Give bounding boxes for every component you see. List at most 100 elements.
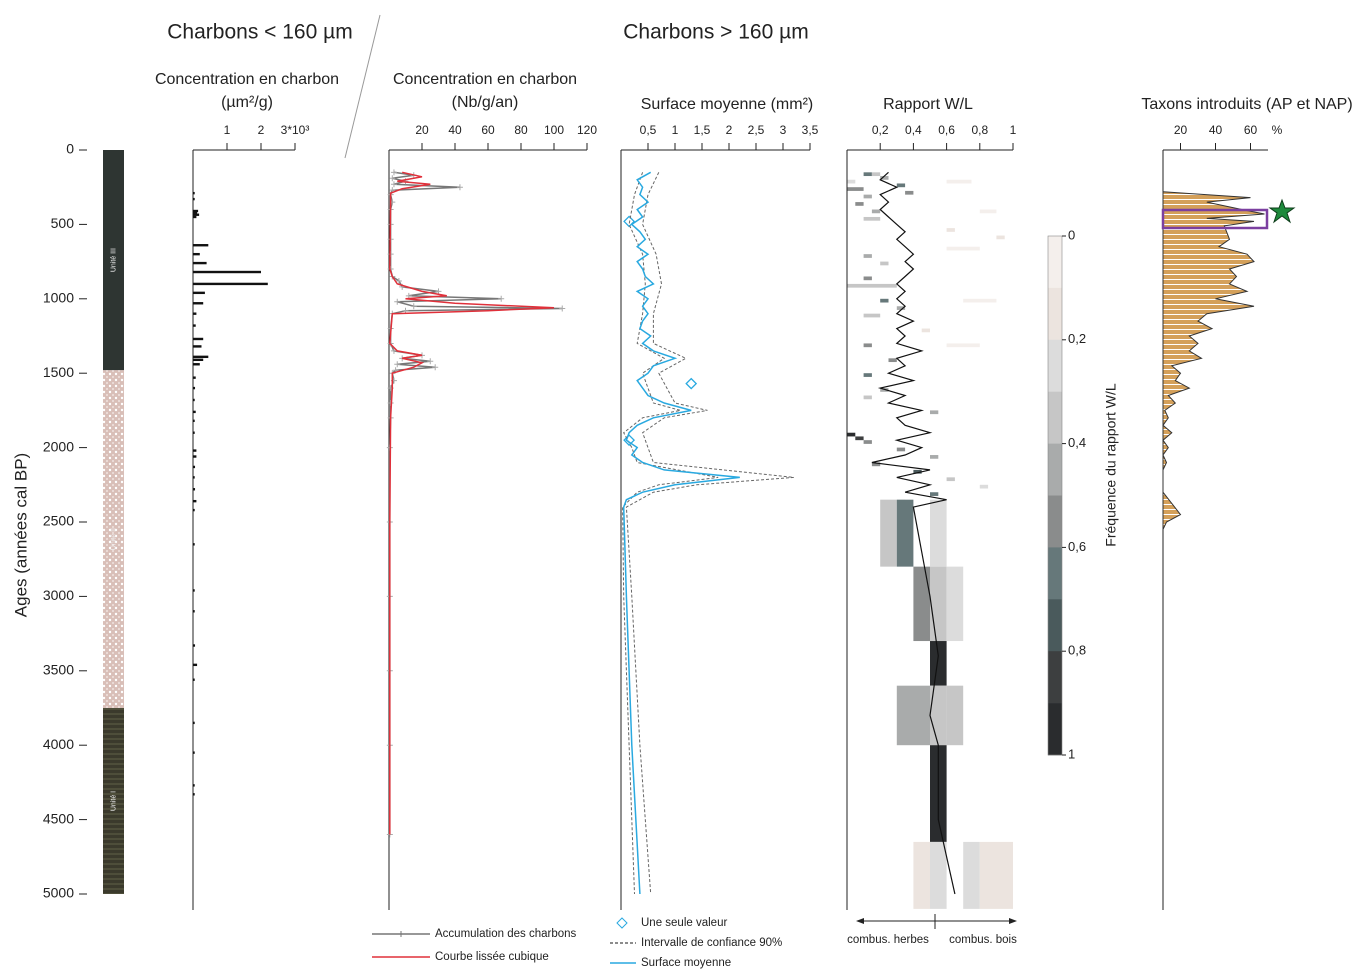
point-marker (389, 175, 396, 182)
heatmap-cell (896, 499, 914, 567)
legend-label: Intervalle de confiance 90% (641, 937, 782, 949)
panel-title: Surface moyenne (mm²) (641, 96, 814, 113)
panel-title: Rapport W/L (883, 96, 973, 113)
heatmap-cell (930, 499, 947, 567)
series-line (389, 171, 563, 835)
heatmap (847, 172, 1013, 909)
colorbar-tick-label: 0,6 (1068, 539, 1086, 554)
heatmap-cell (863, 313, 881, 318)
colorbar-tick-label: 0 (1068, 227, 1075, 242)
y-tick-label: 1000 (43, 290, 74, 306)
bar (193, 191, 195, 195)
y-axis-title: Ages (années cal BP) (11, 453, 30, 617)
heatmap-cell (963, 841, 980, 909)
point-marker (432, 364, 439, 371)
bar (193, 449, 197, 452)
heatmap-cell (946, 566, 964, 642)
heatmap-cell (847, 432, 856, 437)
bar (193, 488, 196, 491)
bar (193, 499, 197, 503)
bar (193, 337, 204, 341)
bar (193, 476, 195, 479)
x-tick-label: 120 (577, 123, 597, 137)
bar (193, 610, 195, 613)
legend-label: Courbe lissée cubique (435, 951, 549, 963)
heatmap-cell (996, 235, 1005, 240)
x-tick-label: 0,8 (971, 123, 988, 137)
heatmap-cell (863, 254, 872, 258)
single-value-marker (623, 215, 636, 228)
y-tick-label: 2500 (43, 513, 74, 529)
x-tick-label: 1 (672, 123, 679, 137)
confidence-bound (625, 172, 794, 895)
series-line (389, 171, 555, 835)
x-tick-label: 40 (1209, 123, 1223, 137)
heatmap-cell (863, 343, 872, 348)
heatmap-cell (863, 194, 872, 199)
x-tick-label: 0,6 (938, 123, 955, 137)
bar (193, 721, 195, 725)
legend-marker (616, 917, 628, 929)
x-tick-label: 60 (481, 123, 495, 137)
panel-title: Concentration en charbon (155, 71, 339, 88)
x-tick-label: 60 (1244, 123, 1258, 137)
colorbar-swatch (1048, 495, 1062, 548)
heatmap-cell (896, 447, 906, 452)
heatmap-cell (930, 566, 947, 642)
heatmap-cell (847, 187, 864, 191)
bar (193, 197, 195, 201)
bar (193, 282, 268, 286)
point-marker (559, 305, 566, 312)
heatmap-cell (946, 685, 964, 746)
heatmap-cell (930, 841, 947, 909)
bar (193, 291, 205, 295)
bar (193, 209, 199, 213)
bar (193, 244, 209, 247)
heatmap-cell (863, 373, 872, 377)
x-tick-label: 3,5 (802, 123, 819, 137)
bar (193, 270, 261, 274)
panel-title: Taxons introduits (AP et NAP) (1141, 96, 1352, 113)
arrow-head (1009, 918, 1017, 924)
heatmap-cell (880, 261, 889, 266)
x-tick-label: 100 (544, 123, 564, 137)
bar (193, 543, 195, 546)
x-tick-label: 1 (224, 123, 231, 137)
y-tick-label: 2000 (43, 438, 74, 454)
stratum-label: Unité II (110, 528, 117, 550)
bar (193, 784, 195, 787)
bar (193, 508, 195, 512)
bar (193, 410, 196, 414)
x-tick-label: 1 (1010, 123, 1017, 137)
point-marker (390, 169, 397, 176)
bar (193, 663, 198, 667)
y-tick-label: 3000 (43, 587, 74, 603)
x-tick-label: 20 (415, 123, 429, 137)
x-tick-label: 2 (258, 123, 265, 137)
y-tick-label: 1500 (43, 364, 74, 380)
annotation: combus. herbes (847, 934, 929, 946)
stratum (103, 150, 124, 371)
heatmap-cell (930, 641, 947, 686)
series-line (622, 171, 740, 895)
heatmap-cell (871, 172, 881, 177)
colorbar-swatch (1048, 236, 1062, 289)
heatmap-cell (888, 358, 897, 363)
heatmap-cell (863, 395, 872, 400)
heatmap-cell (930, 410, 939, 415)
star (1268, 198, 1296, 224)
bar (193, 751, 195, 754)
bar (193, 211, 198, 214)
heatmap-cell (863, 172, 872, 177)
bar (193, 678, 195, 681)
heatmap-cell (930, 455, 939, 459)
heatmap-cell (913, 469, 922, 474)
bar (193, 465, 196, 469)
heatmap-cell (979, 484, 989, 489)
point-marker (394, 361, 401, 368)
wl-line (871, 171, 956, 895)
bar (193, 358, 204, 362)
heatmap-cell (855, 202, 864, 206)
colorbar-tick-label: 0,4 (1068, 435, 1086, 450)
bar (193, 644, 196, 647)
